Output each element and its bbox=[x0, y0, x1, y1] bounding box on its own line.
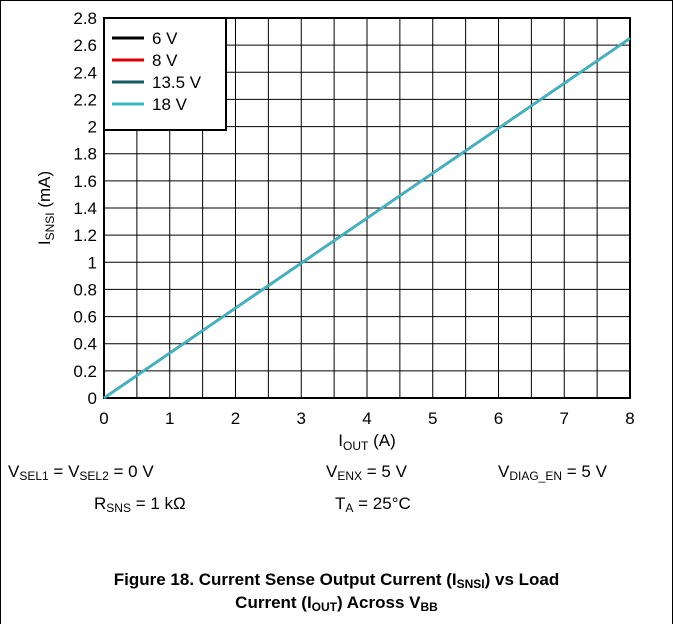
x-tick-label: 8 bbox=[625, 409, 634, 428]
y-axis-label-main: I bbox=[35, 240, 54, 245]
y-axis-label: ISNSI (mA) bbox=[35, 171, 57, 245]
x-tick-label: 1 bbox=[165, 409, 174, 428]
condition-vsel: VSEL1 = VSEL2 = 0 V bbox=[8, 462, 154, 483]
grid-layer bbox=[103, 17, 631, 399]
x-tick-label: 4 bbox=[362, 409, 371, 428]
y-tick-label: 0.6 bbox=[73, 308, 97, 327]
x-tick-label: 3 bbox=[297, 409, 306, 428]
series-line bbox=[103, 37, 631, 400]
figure-caption-line2: Current (IOUT) Across VBB bbox=[235, 593, 438, 614]
condition-rsns: RSNS = 1 kΩ bbox=[94, 494, 186, 515]
plot-border bbox=[103, 17, 631, 399]
y-tick-label: 1 bbox=[88, 253, 97, 272]
figure-caption-line1: Figure 18. Current Sense Output Current … bbox=[113, 570, 560, 591]
legend-label: 6 V bbox=[152, 29, 178, 48]
chart-svg: 0 1 2 3 4 5 6 7 8 0 0.2 0.4 0.6 0.8 1 1.2 1.4 1.6 1.8 2 2.2 2… bbox=[35, 9, 635, 453]
legend-label: 13.5 V bbox=[152, 73, 202, 92]
y-tick-label: 2 bbox=[88, 118, 97, 137]
tick-labels: 0 1 2 3 4 5 6 7 8 0 0.2 0.4 0.6 0.8 1 1.2 1.4 1.6 1.8 2 2.2 2… bbox=[73, 9, 634, 428]
x-axis-label-unit: (A) bbox=[368, 431, 395, 450]
y-tick-label: 2.2 bbox=[73, 90, 97, 109]
x-tick-label: 2 bbox=[231, 409, 240, 428]
condition-vdiag: VDIAG_EN = 5 V bbox=[498, 462, 607, 483]
x-axis-label-main: I bbox=[338, 431, 343, 450]
y-axis-label-sub: SNSI bbox=[43, 212, 57, 240]
y-tick-label: 2.8 bbox=[73, 9, 97, 28]
x-axis-label: IOUT (A) bbox=[338, 431, 395, 453]
x-tick-label: 7 bbox=[560, 409, 569, 428]
y-tick-label: 2.4 bbox=[73, 63, 97, 82]
y-tick-label: 2.6 bbox=[73, 36, 97, 55]
x-tick-label: 5 bbox=[428, 409, 437, 428]
y-tick-label: 0 bbox=[88, 389, 97, 408]
x-axis-label-sub: OUT bbox=[343, 439, 369, 453]
condition-venx: VENX = 5 V bbox=[326, 462, 407, 483]
legend: 6 V 8 V 13.5 V 18 V bbox=[103, 17, 227, 131]
legend-label: 18 V bbox=[152, 95, 188, 114]
series-layer bbox=[103, 37, 631, 400]
y-tick-label: 1.8 bbox=[73, 145, 97, 164]
x-tick-label: 0 bbox=[99, 409, 108, 428]
legend-label: 8 V bbox=[152, 51, 178, 70]
condition-ta: TA = 25°C bbox=[335, 494, 411, 515]
y-tick-label: 0.8 bbox=[73, 280, 97, 299]
y-tick-label: 1.4 bbox=[73, 199, 97, 218]
y-axis-label-unit: (mA) bbox=[35, 171, 54, 213]
y-tick-label: 0.2 bbox=[73, 362, 97, 381]
y-tick-label: 1.2 bbox=[73, 226, 97, 245]
x-tick-label: 6 bbox=[494, 409, 503, 428]
y-tick-label: 0.4 bbox=[73, 335, 97, 354]
y-tick-label: 1.6 bbox=[73, 172, 97, 191]
